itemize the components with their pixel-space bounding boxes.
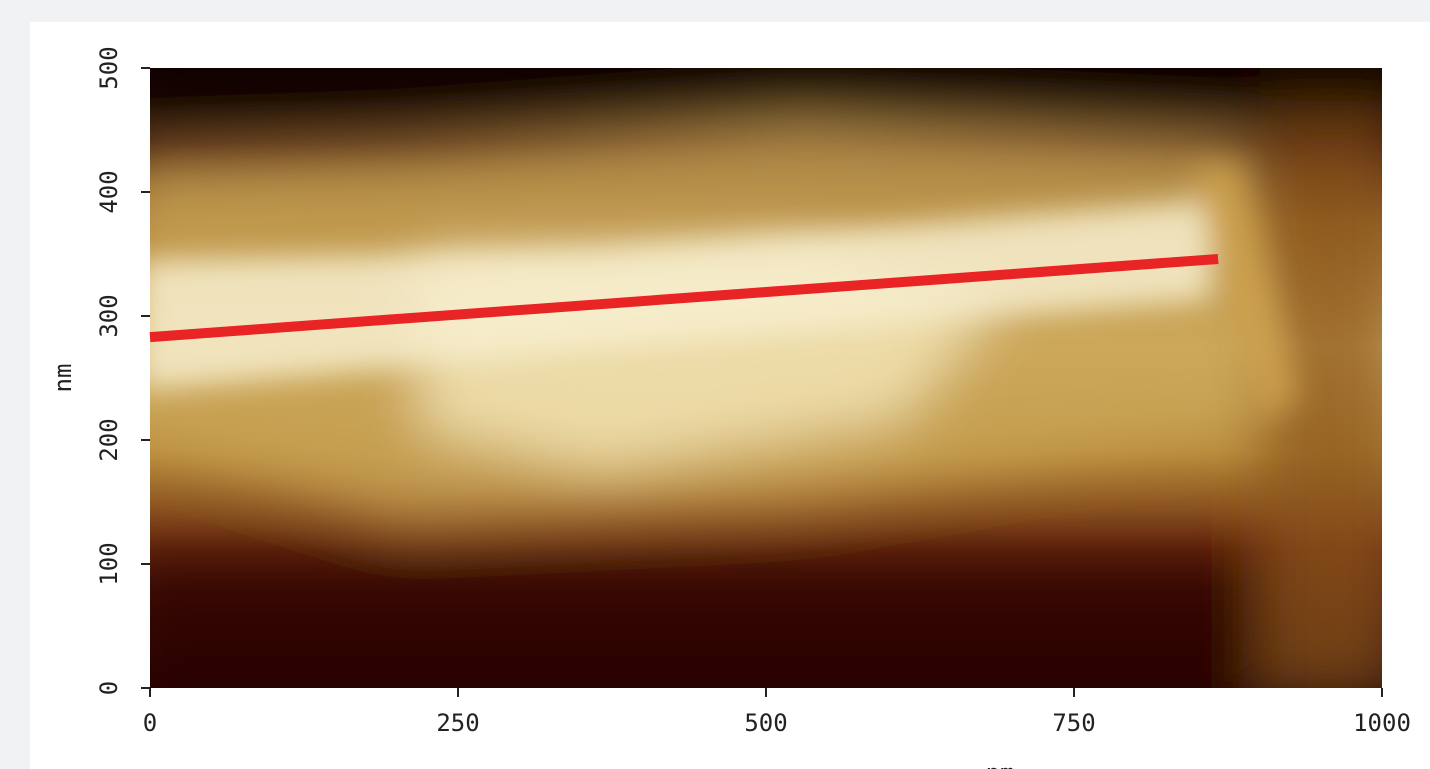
y-tick-label: 500 xyxy=(95,46,123,89)
afm-image xyxy=(150,68,1382,688)
y-tick-label: 300 xyxy=(95,294,123,337)
x-tick-label: 750 xyxy=(1052,709,1095,737)
x-tick-label: 250 xyxy=(436,709,479,737)
y-tick-label: 400 xyxy=(95,170,123,213)
y-tick-label: 0 xyxy=(95,681,123,695)
y-tick-label: 200 xyxy=(95,418,123,461)
profile-line xyxy=(149,253,1219,343)
x-axis-label: nm xyxy=(986,759,1015,769)
x-tick-label: 0 xyxy=(143,709,157,737)
y-axis-label: nm xyxy=(49,364,77,393)
x-tick-label: 1000 xyxy=(1353,709,1411,737)
x-tick-label: 500 xyxy=(744,709,787,737)
y-tick-label: 100 xyxy=(95,542,123,585)
